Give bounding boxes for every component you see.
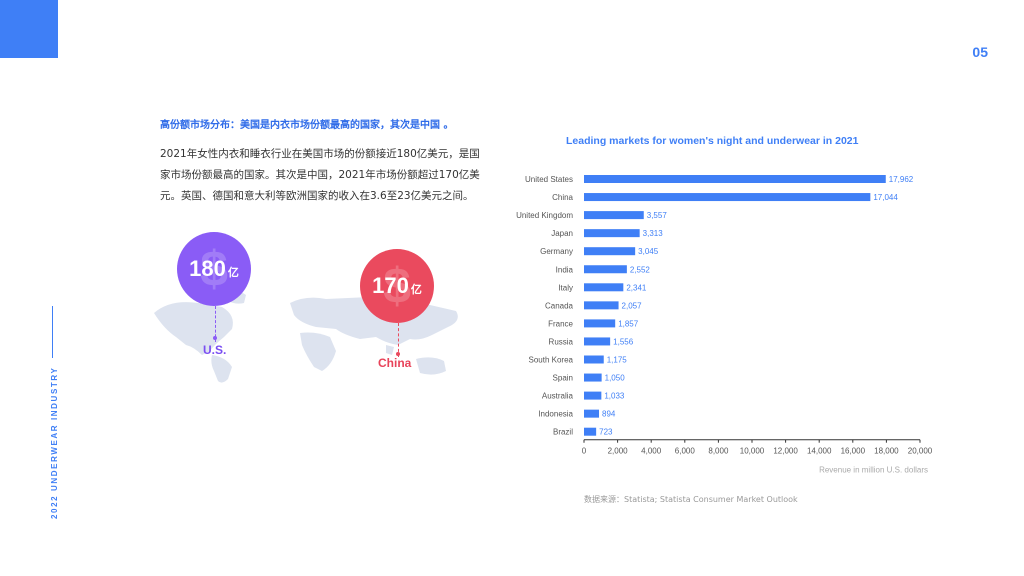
bar (584, 409, 600, 418)
bar (584, 319, 616, 328)
dollar-icon: $ (383, 258, 411, 314)
bar (584, 283, 624, 292)
bar (584, 391, 602, 400)
china-leader-line (398, 323, 399, 357)
bar-value-label: 3,557 (647, 211, 668, 220)
us-leader-line (215, 306, 216, 342)
x-tick-label: 6,000 (675, 447, 696, 456)
x-tick-label: 4,000 (641, 447, 662, 456)
bar-value-label: 894 (602, 410, 616, 419)
us-revenue-bubble: $ 180 亿 (177, 232, 251, 306)
china-revenue-bubble: $ 170 亿 (360, 249, 434, 323)
bar-value-label: 3,045 (638, 247, 659, 256)
category-label: United States (525, 175, 573, 184)
china-revenue-unit: 亿 (410, 284, 422, 296)
x-tick-label: 0 (582, 447, 587, 456)
us-map-label: U.S. (203, 343, 227, 357)
category-label: Canada (545, 301, 574, 310)
category-label: Brazil (553, 428, 573, 437)
china-map-label: China (378, 356, 412, 370)
chart-title: Leading markets for women's night and un… (566, 135, 859, 147)
data-source: 数据来源：Statista; Statista Consumer Market … (584, 495, 798, 504)
x-tick-label: 14,000 (807, 447, 832, 456)
bar-value-label: 17,962 (889, 175, 914, 184)
category-label: South Korea (529, 356, 574, 365)
us-revenue-unit: 亿 (227, 267, 239, 279)
bar-value-label: 1,556 (613, 337, 634, 346)
bar (584, 247, 636, 256)
category-label: Italy (558, 283, 573, 292)
bar-value-label: 1,050 (605, 374, 626, 383)
bar-chart: United States 17,962 China 17,044 United Kin… (516, 175, 933, 475)
bar-value-label: 3,313 (643, 229, 664, 238)
category-label: Indonesia (538, 410, 573, 419)
bar (584, 211, 644, 220)
bar (584, 337, 611, 346)
x-tick-label: 12,000 (773, 447, 798, 456)
x-tick-label: 16,000 (841, 447, 866, 456)
bar (584, 373, 602, 382)
china-revenue-value: 170 (372, 273, 409, 298)
x-tick-label: 2,000 (608, 447, 629, 456)
bar-value-label: 1,033 (604, 392, 625, 401)
x-tick-label: 18,000 (874, 447, 899, 456)
body-paragraph: 2021年女性内衣和睡衣行业在美国市场的份额接近180亿美元，是国家市场份额最高… (160, 148, 480, 202)
x-tick-label: 8,000 (708, 447, 729, 456)
category-label: United Kingdom (516, 211, 573, 220)
bar-value-label: 2,057 (622, 301, 643, 310)
category-label: China (552, 193, 573, 202)
page-number: 05 (972, 44, 988, 60)
x-axis-title: Revenue in million U.S. dollars (819, 466, 928, 475)
bar-value-label: 2,341 (626, 283, 647, 292)
category-label: Spain (553, 374, 573, 383)
bar-value-label: 2,552 (630, 265, 651, 274)
us-location-dot (213, 336, 217, 340)
side-accent-line (52, 306, 53, 358)
section-headline: 高份额市场分布：美国是内衣市场份额最高的国家，其次是中国 。 (160, 120, 454, 131)
us-revenue-value: 180 (189, 256, 226, 281)
bar-value-label: 723 (599, 428, 613, 437)
bar (584, 175, 886, 183)
category-label: Germany (540, 247, 573, 256)
bar-value-label: 1,857 (618, 319, 639, 328)
china-location-dot (396, 352, 400, 356)
side-vertical-label: 2022 UNDERWEAR INDUSTRY (50, 366, 59, 519)
bar-value-label: 17,044 (873, 193, 898, 202)
category-label: Japan (551, 229, 573, 238)
bar (584, 229, 640, 238)
category-label: Russia (549, 337, 574, 346)
x-tick-label: 10,000 (740, 447, 765, 456)
bar-value-label: 1,175 (607, 356, 628, 365)
corner-accent-block (0, 0, 58, 58)
category-label: India (556, 265, 574, 274)
x-tick-label: 20,000 (908, 447, 933, 456)
dollar-icon: $ (200, 241, 228, 297)
category-label: France (548, 319, 573, 328)
bar (584, 355, 604, 364)
bar (584, 265, 627, 274)
bar (584, 301, 619, 310)
category-label: Australia (542, 392, 574, 401)
bar (584, 427, 597, 436)
bar (584, 193, 871, 202)
